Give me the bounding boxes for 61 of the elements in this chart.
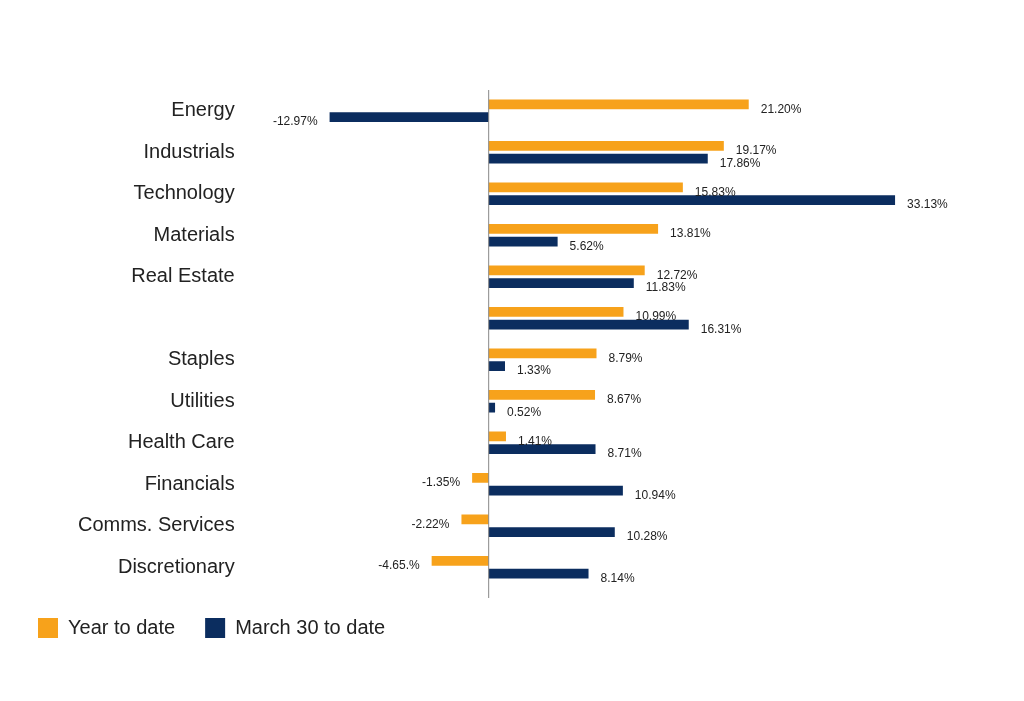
bar: [472, 472, 489, 483]
bar: [488, 195, 896, 206]
bar: [488, 99, 749, 110]
bar: [488, 527, 615, 538]
data-label: 12.72%: [656, 267, 698, 282]
data-label: 19.17%: [735, 143, 777, 158]
bar: [488, 182, 683, 193]
data-label: 33.13%: [907, 197, 949, 212]
bar: [488, 319, 689, 330]
y-tick-label: Staples: [167, 347, 235, 370]
y-tick-label: Technology: [133, 181, 235, 204]
data-label: 8.79%: [608, 350, 643, 365]
data-label: 15.83%: [694, 184, 736, 199]
data-label: 1.33%: [517, 363, 552, 378]
data-label: 21.20%: [760, 101, 802, 116]
data-label: 8.67%: [607, 392, 642, 407]
bar: [488, 348, 597, 359]
bar: [431, 555, 489, 566]
y-tick-label: Discretionary: [117, 554, 235, 577]
legend-label: March 30 to date: [235, 615, 386, 638]
bar: [488, 306, 624, 317]
bar: [488, 444, 596, 455]
data-label: -1.35%: [422, 475, 461, 490]
y-tick-label: Industrials: [143, 139, 235, 162]
bar: [488, 431, 506, 442]
bar: [488, 153, 708, 164]
y-tick-label: Health Care: [127, 430, 235, 453]
data-label: 10.94%: [634, 487, 676, 502]
y-tick-label: Comms. Services: [77, 513, 235, 536]
y-tick-label: Utilities: [170, 388, 235, 411]
bar: [329, 112, 489, 123]
bar: [488, 140, 724, 151]
y-tick-label: Materials: [153, 222, 235, 245]
data-label: -2.22%: [411, 516, 450, 531]
data-label: 10.99%: [635, 309, 677, 324]
data-label: -12.97%: [272, 114, 318, 129]
data-label: 10.28%: [626, 529, 668, 544]
data-label: 11.83%: [645, 280, 686, 295]
data-label: 13.81%: [670, 226, 712, 241]
data-label: 8.14%: [600, 570, 635, 585]
bar: [488, 278, 634, 289]
bar: [488, 485, 623, 496]
bar: [488, 402, 496, 413]
y-tick-label: Energy: [171, 98, 235, 121]
bar: [488, 236, 558, 247]
bar: [488, 361, 505, 372]
bar: [461, 514, 489, 525]
data-label: 1.41%: [517, 433, 553, 448]
data-label: 8.71%: [607, 446, 642, 461]
bar: [488, 568, 589, 579]
y-tick-label: Financials: [144, 471, 235, 494]
data-label: 0.52%: [507, 404, 542, 419]
bar: [488, 223, 659, 234]
data-label: 5.62%: [569, 238, 604, 253]
data-label: 17.86%: [719, 155, 761, 170]
y-tick-label: Real Estate: [131, 264, 235, 287]
bar: [488, 265, 645, 276]
bar: [488, 389, 596, 400]
legend-label: Year to date: [68, 615, 176, 638]
data-label: -4.65.%: [378, 558, 420, 573]
data-label: 16.31%: [700, 321, 742, 336]
